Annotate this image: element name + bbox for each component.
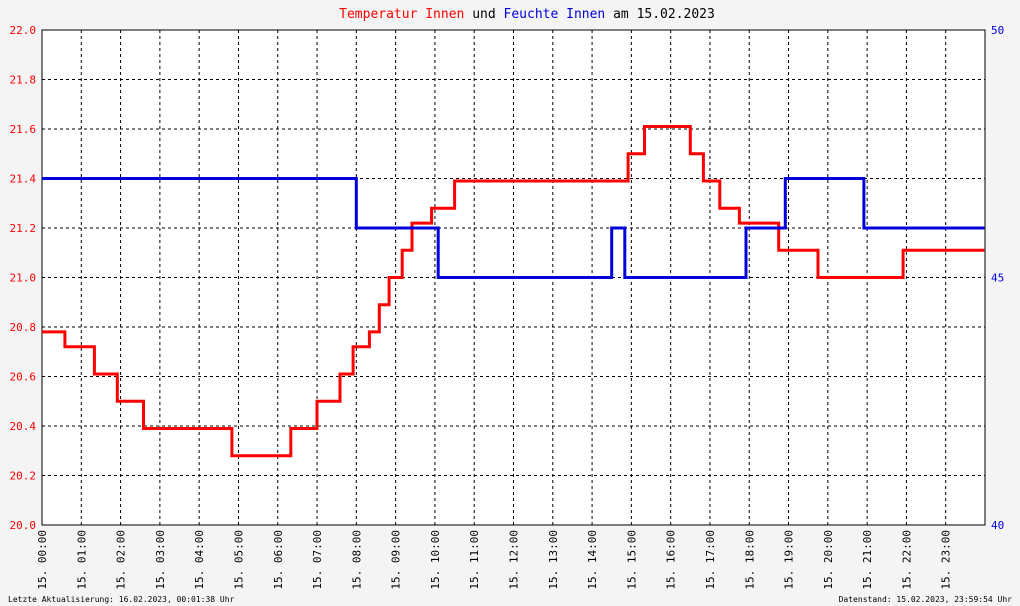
- y-left-tick-label: 20.8: [10, 321, 37, 334]
- x-tick-label: 15. 04:00: [193, 530, 206, 590]
- x-tick-label: 15. 05:00: [232, 530, 245, 590]
- x-tick-label: 15. 08:00: [350, 530, 363, 590]
- y-left-tick-label: 20.4: [10, 420, 37, 433]
- y-left-tick-label: 20.2: [10, 470, 37, 483]
- x-tick-label: 15. 22:00: [900, 530, 913, 590]
- y-left-tick-label: 21.2: [10, 222, 37, 235]
- footer-data-state: Datenstand: 15.02.2023, 23:59:54 Uhr: [839, 595, 1013, 604]
- y-left-tick-label: 21.6: [10, 123, 37, 136]
- x-axis-ticks: 15. 00:00 15. 01:00 15. 02:00 15. 03:00 15. …: [36, 530, 953, 590]
- y-left-tick-label: 21.0: [10, 272, 37, 285]
- footer-last-update: Letzte Aktualisierung: 16.02.2023, 00:01…: [8, 595, 235, 604]
- x-tick-label: 15. 20:00: [822, 530, 835, 590]
- x-tick-label: 15. 00:00: [36, 530, 49, 590]
- x-tick-label: 15. 10:00: [429, 530, 442, 590]
- x-tick-label: 15. 17:00: [704, 530, 717, 590]
- title-humidity: Feuchte Innen: [504, 7, 606, 22]
- y-left-tick-label: 20.6: [10, 371, 37, 384]
- x-tick-label: 15. 23:00: [940, 530, 953, 590]
- y-left-tick-label: 21.4: [10, 173, 37, 186]
- chart-title: Temperatur Innen und Feuchte Innen am 15…: [339, 7, 715, 22]
- y-axis-left-ticks: 20.0 20.2 20.4 20.6 20.8 21.0 21.2 21.4 21.6 21.8…: [10, 24, 37, 532]
- series-line-humidity: [42, 177, 985, 279]
- x-tick-label: 15. 15:00: [625, 530, 638, 590]
- x-tick-label: 15. 02:00: [115, 530, 128, 590]
- x-tick-label: 15. 19:00: [783, 530, 796, 590]
- x-tick-label: 15. 09:00: [390, 530, 403, 590]
- x-tick-label: 15. 18:00: [743, 530, 756, 590]
- title-date: am 15.02.2023: [605, 7, 715, 22]
- y-axis-right-ticks: 40 45 50: [991, 24, 1004, 532]
- x-tick-label: 15. 21:00: [861, 530, 874, 590]
- x-tick-label: 15. 11:00: [468, 530, 481, 590]
- x-tick-label: 15. 16:00: [665, 530, 678, 590]
- x-tick-label: 15. 06:00: [272, 530, 285, 590]
- x-tick-label: 15. 13:00: [547, 530, 560, 590]
- title-temperature: Temperatur Innen: [339, 7, 464, 22]
- series-line-temperature: [42, 125, 985, 458]
- y-left-tick-label: 20.0: [10, 519, 37, 532]
- y-left-tick-label: 22.0: [10, 24, 37, 37]
- x-tick-label: 15. 14:00: [586, 530, 599, 590]
- y-right-tick-label: 40: [991, 519, 1004, 532]
- x-tick-label: 15. 01:00: [75, 530, 88, 590]
- y-left-tick-label: 21.8: [10, 74, 37, 87]
- x-tick-label: 15. 07:00: [311, 530, 324, 590]
- x-tick-label: 15. 03:00: [154, 530, 167, 590]
- x-tick-label: 15. 12:00: [508, 530, 521, 590]
- y-right-tick-label: 45: [991, 272, 1004, 285]
- title-und: und: [464, 7, 503, 22]
- y-right-tick-label: 50: [991, 24, 1004, 37]
- series-layer: [42, 125, 985, 458]
